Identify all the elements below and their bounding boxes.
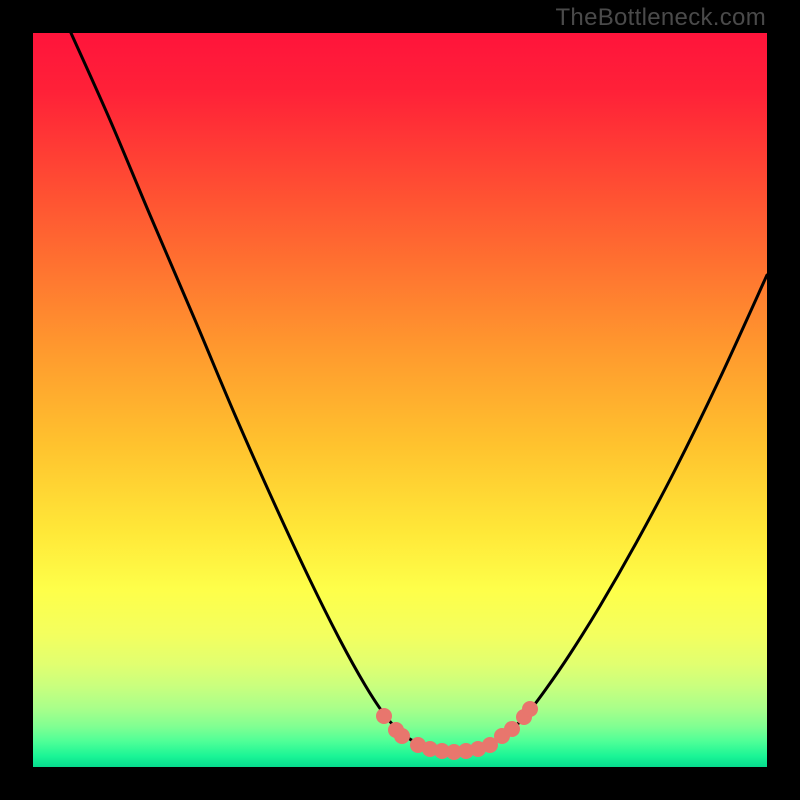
gradient-background [33,33,767,767]
watermark-text: TheBottleneck.com [555,4,766,32]
canvas: TheBottleneck.com [0,0,800,800]
chart-area [33,33,767,767]
